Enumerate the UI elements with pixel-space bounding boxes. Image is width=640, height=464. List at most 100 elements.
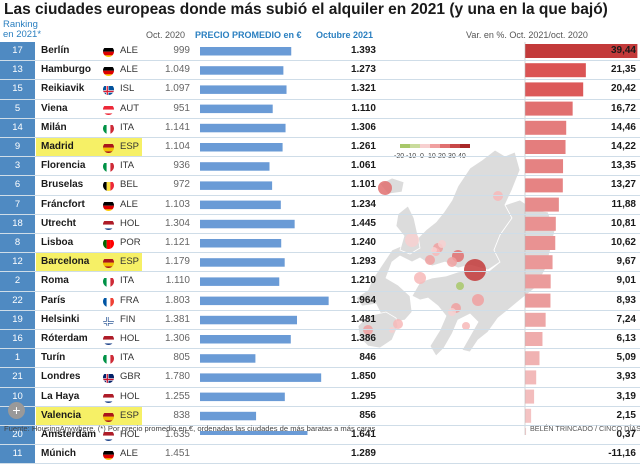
map-city-bubble xyxy=(363,325,373,335)
table-row: 12 Barcelona ESP 1.179 1.293 9,67 xyxy=(0,253,640,273)
ranking-header: Ranking en 2021* xyxy=(3,20,41,40)
variacion-bar xyxy=(525,389,535,404)
rank-badge: 1 xyxy=(0,349,35,368)
rank-badge: 18 xyxy=(0,214,35,233)
price-bar xyxy=(200,143,283,152)
map-legend-swatch-40 xyxy=(460,144,470,148)
value-oct-2020: 838 xyxy=(173,409,190,421)
rank-badge: 3 xyxy=(0,157,35,176)
flag-icon xyxy=(103,104,114,115)
city-name: Valencia xyxy=(41,409,82,421)
map-city-bubble xyxy=(462,322,470,330)
value-oct-2020: 951 xyxy=(173,102,190,114)
variacion-bar xyxy=(525,159,564,174)
flag-icon xyxy=(103,180,114,192)
country-code: BEL xyxy=(120,179,138,191)
rank-badge: 5 xyxy=(0,99,35,118)
map-city-bubble xyxy=(493,191,503,201)
value-oct-2020: 1.381 xyxy=(164,313,190,325)
value-oct-2021: 856 xyxy=(359,409,376,421)
rank-badge: 16 xyxy=(0,330,35,349)
city-name: Turín xyxy=(41,352,66,364)
country-code: ITA xyxy=(120,121,135,133)
price-bar xyxy=(200,296,329,306)
flag-icon xyxy=(103,46,114,57)
price-bar xyxy=(200,392,285,402)
price-bar xyxy=(200,335,291,344)
value-variacion: 2,15 xyxy=(616,409,636,421)
value-oct-2020: 1.255 xyxy=(164,390,190,402)
flag-icon xyxy=(103,200,114,211)
variacion-bar xyxy=(525,312,546,327)
rank-badge: 15 xyxy=(0,80,35,99)
flag-icon xyxy=(103,123,114,134)
country-code: POR xyxy=(120,237,141,248)
price-bar xyxy=(200,85,287,94)
table-row: 18 Utrecht HOL 1.304 1.445 10,81 xyxy=(0,214,640,234)
map-legend-swatch-0 xyxy=(420,144,430,148)
country-code: ESP xyxy=(120,141,140,152)
value-variacion: 10,81 xyxy=(610,217,636,229)
rank-badge: 17 xyxy=(0,42,35,61)
value-oct-2021: 1.101 xyxy=(350,179,376,191)
flag-icon xyxy=(103,276,114,288)
chart-title: Las ciudades europeas donde más subió el… xyxy=(4,1,608,18)
value-oct-2021: 1.234 xyxy=(350,198,376,210)
footer-source: Fuente: HousingAnywhere. (*) Por precio … xyxy=(4,424,376,433)
table-row: 5 Viena AUT 951 1.110 16,72 xyxy=(0,99,640,119)
table-row: 21 Londres GBR 1.780 1.850 3,93 xyxy=(0,368,640,388)
header-variacion: Var. en %. Oct. 2021/oct. 2020 xyxy=(466,30,588,40)
table-row: 22 París FRA 1.803 1.964 8,93 xyxy=(0,291,640,311)
map-city-bubble xyxy=(389,327,395,333)
city-cell xyxy=(36,253,142,272)
variacion-bar xyxy=(525,63,586,78)
map-city-bubble xyxy=(378,181,392,195)
table-row: 8 Lisboa POR 1.121 1.240 10,62 xyxy=(0,234,640,254)
map-city-bubble xyxy=(456,282,464,290)
table-row: 14 Milán ITA 1.141 1.306 14,46 xyxy=(0,118,640,138)
variacion-bar xyxy=(525,351,540,366)
value-oct-2020: 1.304 xyxy=(164,217,190,229)
price-bar xyxy=(200,47,292,56)
value-oct-2021: 1.210 xyxy=(350,275,376,287)
variacion-bar xyxy=(525,428,527,435)
header-precio-promedio: PRECIO PROMEDIO en € xyxy=(195,30,302,40)
rank-badge: 19 xyxy=(0,310,35,329)
footer-credit: BELÉN TRINCADO / CINCO DÍAS xyxy=(530,424,640,433)
table-row: 2 Roma ITA 1.110 1.210 9,01 xyxy=(0,272,640,292)
variacion-bar xyxy=(525,197,559,212)
city-name: Londres xyxy=(41,371,81,383)
price-bar xyxy=(200,258,285,267)
variacion-bar xyxy=(525,178,563,193)
variacion-bar xyxy=(525,82,584,97)
rank-badge: 6 xyxy=(0,176,35,195)
price-bar xyxy=(200,315,298,325)
value-oct-2020: 999 xyxy=(173,45,190,56)
value-oct-2020: 1.451 xyxy=(164,448,190,460)
flag-icon xyxy=(103,257,114,269)
value-oct-2020: 1.141 xyxy=(164,121,190,133)
map-city-bubble xyxy=(393,319,403,329)
value-oct-2020: 1.104 xyxy=(164,141,190,152)
country-code: ALE xyxy=(120,448,138,460)
rank-badge: 21 xyxy=(0,368,35,387)
value-variacion: 10,62 xyxy=(610,237,636,248)
value-variacion: 3,19 xyxy=(616,390,636,402)
value-variacion: 13,35 xyxy=(610,160,636,172)
city-name: Helsinki xyxy=(41,313,80,325)
add-button[interactable]: + xyxy=(8,402,25,419)
rank-badge: 12 xyxy=(0,253,35,272)
city-name: Berlín xyxy=(41,45,70,56)
value-oct-2021: 1.110 xyxy=(351,102,376,114)
value-oct-2020: 805 xyxy=(173,352,190,364)
value-variacion: 16,72 xyxy=(610,102,636,114)
rank-badge: 2 xyxy=(0,272,35,291)
country-code: HOL xyxy=(120,333,140,344)
map-city-bubble xyxy=(414,272,426,284)
value-variacion: 8,93 xyxy=(616,294,636,306)
price-bar xyxy=(200,66,284,75)
city-name: Reikiavik xyxy=(41,83,85,95)
map-legend-swatch-neg20 xyxy=(400,144,410,148)
rank-badge: 9 xyxy=(0,138,35,157)
flag-icon xyxy=(103,334,114,345)
